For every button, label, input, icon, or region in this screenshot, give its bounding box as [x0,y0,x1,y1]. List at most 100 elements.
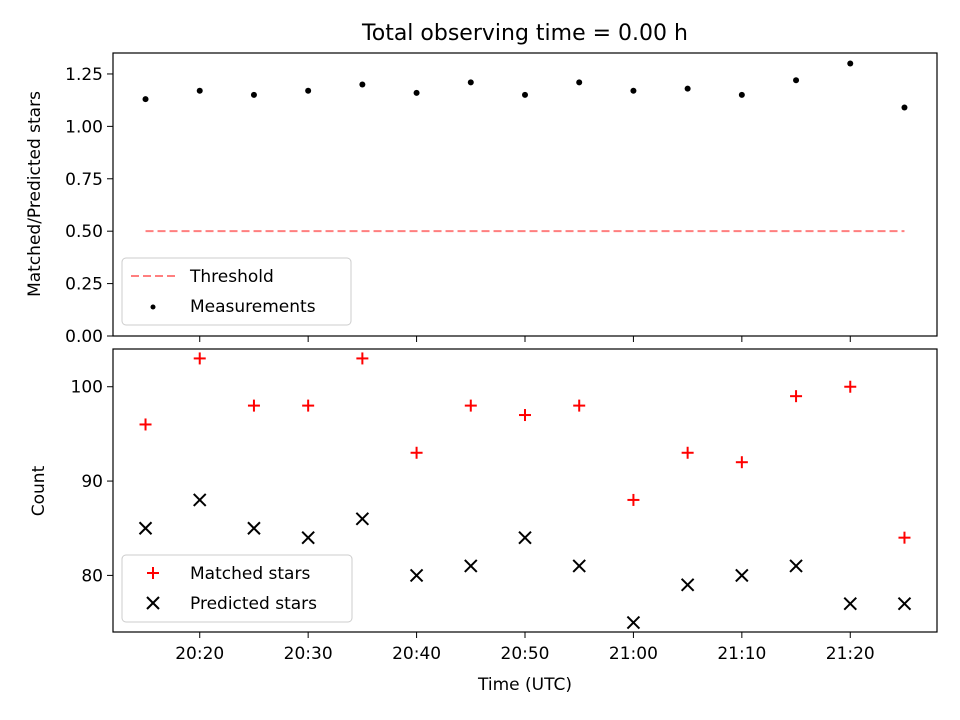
predicted-star-point [247,521,261,535]
bottom-legend-box [121,554,353,623]
top-plot-marks [142,60,908,233]
top-y-axis-label: Matched/Predicted stars [25,91,45,297]
top-y-tick-label: 0.75 [65,170,103,190]
matched-star-point [681,446,694,459]
x-stroke-b [355,512,370,526]
bottom-plot-marks [138,352,912,630]
top-legend: Threshold Measurements [121,257,352,326]
matched-star-point [193,352,206,365]
bottom-plot-frame [112,348,938,633]
measurement-point [522,91,528,98]
bottom-y-tick-label: 90 [81,472,103,492]
bottom-x-axis: 20:20 20:30 20:40 20:50 21:00 21:10 21:20 [175,632,875,664]
legend-matched-swatch [147,567,159,579]
x-stroke-b [301,530,315,545]
bottom-legend: Matched stars Predicted stars [121,554,353,623]
bottom-x-tick-label: 21:00 [609,644,658,664]
predicted-star-point [409,568,424,583]
legend-measurements-swatch [150,304,156,310]
matched-star-point [464,399,477,412]
bottom-x-tick-label: 21:20 [826,644,875,664]
predicted-star-point [355,512,370,526]
bottom-y-tick-label: 80 [81,566,103,586]
x-stroke-b [843,596,857,611]
legend-threshold-label: Threshold [189,267,274,287]
top-y-tick-label: 1.25 [65,65,103,85]
x-stroke-b [680,578,695,592]
measurement-point [684,85,691,92]
bottom-x-tick-label: 20:20 [175,644,224,664]
top-x-axis-ticks [199,336,851,342]
legend-predicted-label: Predicted stars [190,594,317,614]
x-stroke-b [735,568,749,583]
matched-star-point [139,418,152,431]
measurement-point [630,87,637,94]
matched-star-point [573,399,586,412]
bottom-x-tick-label: 20:30 [284,644,333,664]
measurement-point [738,91,745,98]
measurement-point [467,79,474,86]
measurement-point [250,91,257,98]
predicted-star-point [572,559,586,573]
x-stroke-b [464,559,478,573]
bottom-x-tick-label: 21:10 [717,644,766,664]
matched-star-point [356,352,369,365]
matched-star-point [790,390,803,403]
x-stroke-b [193,493,207,507]
measurement-point [413,89,420,96]
top-y-tick-label: 0.00 [65,327,103,347]
predicted-star-point [301,530,315,545]
top-title: Total observing time = 0.00 h [361,21,688,46]
x-stroke-b [138,521,153,535]
predicted-star-point [518,530,532,545]
predicted-star-point [138,521,153,535]
matched-star-point [627,493,640,506]
measurement-point [901,104,908,111]
bottom-y-tick-label: 100 [71,378,103,398]
measurement-point [142,96,149,103]
legend-measurements-label: Measurements [190,297,316,317]
legend-matched-label: Matched stars [190,564,310,584]
measurement-point [576,79,583,86]
matched-star-point [898,531,911,544]
predicted-star-point [735,568,749,583]
x-stroke-b [897,596,912,611]
bottom-x-tick-label: 20:50 [501,644,550,664]
predicted-star-point [680,578,695,592]
matched-star-point [247,399,260,412]
bottom-x-axis-label: Time (UTC) [477,675,572,695]
top-y-tick-label: 1.00 [65,117,103,137]
predicted-star-point [789,559,803,573]
top-y-tick-label: 0.50 [65,222,103,242]
matched-star-point [844,380,857,393]
matched-star-point [519,409,531,422]
measurement-point [359,81,366,88]
x-stroke-b [518,530,532,545]
measurement-point [793,77,800,84]
measurement-point [847,60,854,67]
predicted-star-point [464,559,478,573]
predicted-star-point [843,596,857,611]
x-stroke-b [789,559,803,573]
matched-star-point [735,456,748,469]
measurement-point [196,87,203,94]
top-y-tick-label: 0.25 [65,275,103,295]
matched-star-point [410,446,423,459]
top-legend-box [121,257,352,326]
bottom-x-tick-label: 20:40 [392,644,441,664]
top-plot-frame [112,52,938,337]
matched-star-point [302,399,315,412]
x-stroke-b [247,521,261,535]
bottom-y-axis-label: Count [29,465,49,516]
x-stroke-b [409,568,424,583]
legend-predicted-swatch [146,596,160,610]
predicted-star-point [626,615,641,630]
x-stroke-b [626,615,641,630]
top-y-axis: 0.00 0.25 0.50 0.75 1.00 1.25 [65,65,113,347]
measurement-point [305,87,312,94]
x-stroke-b [572,559,586,573]
bottom-y-axis: 80 90 100 [71,378,113,586]
predicted-star-point [897,596,912,611]
predicted-star-point [193,493,207,507]
